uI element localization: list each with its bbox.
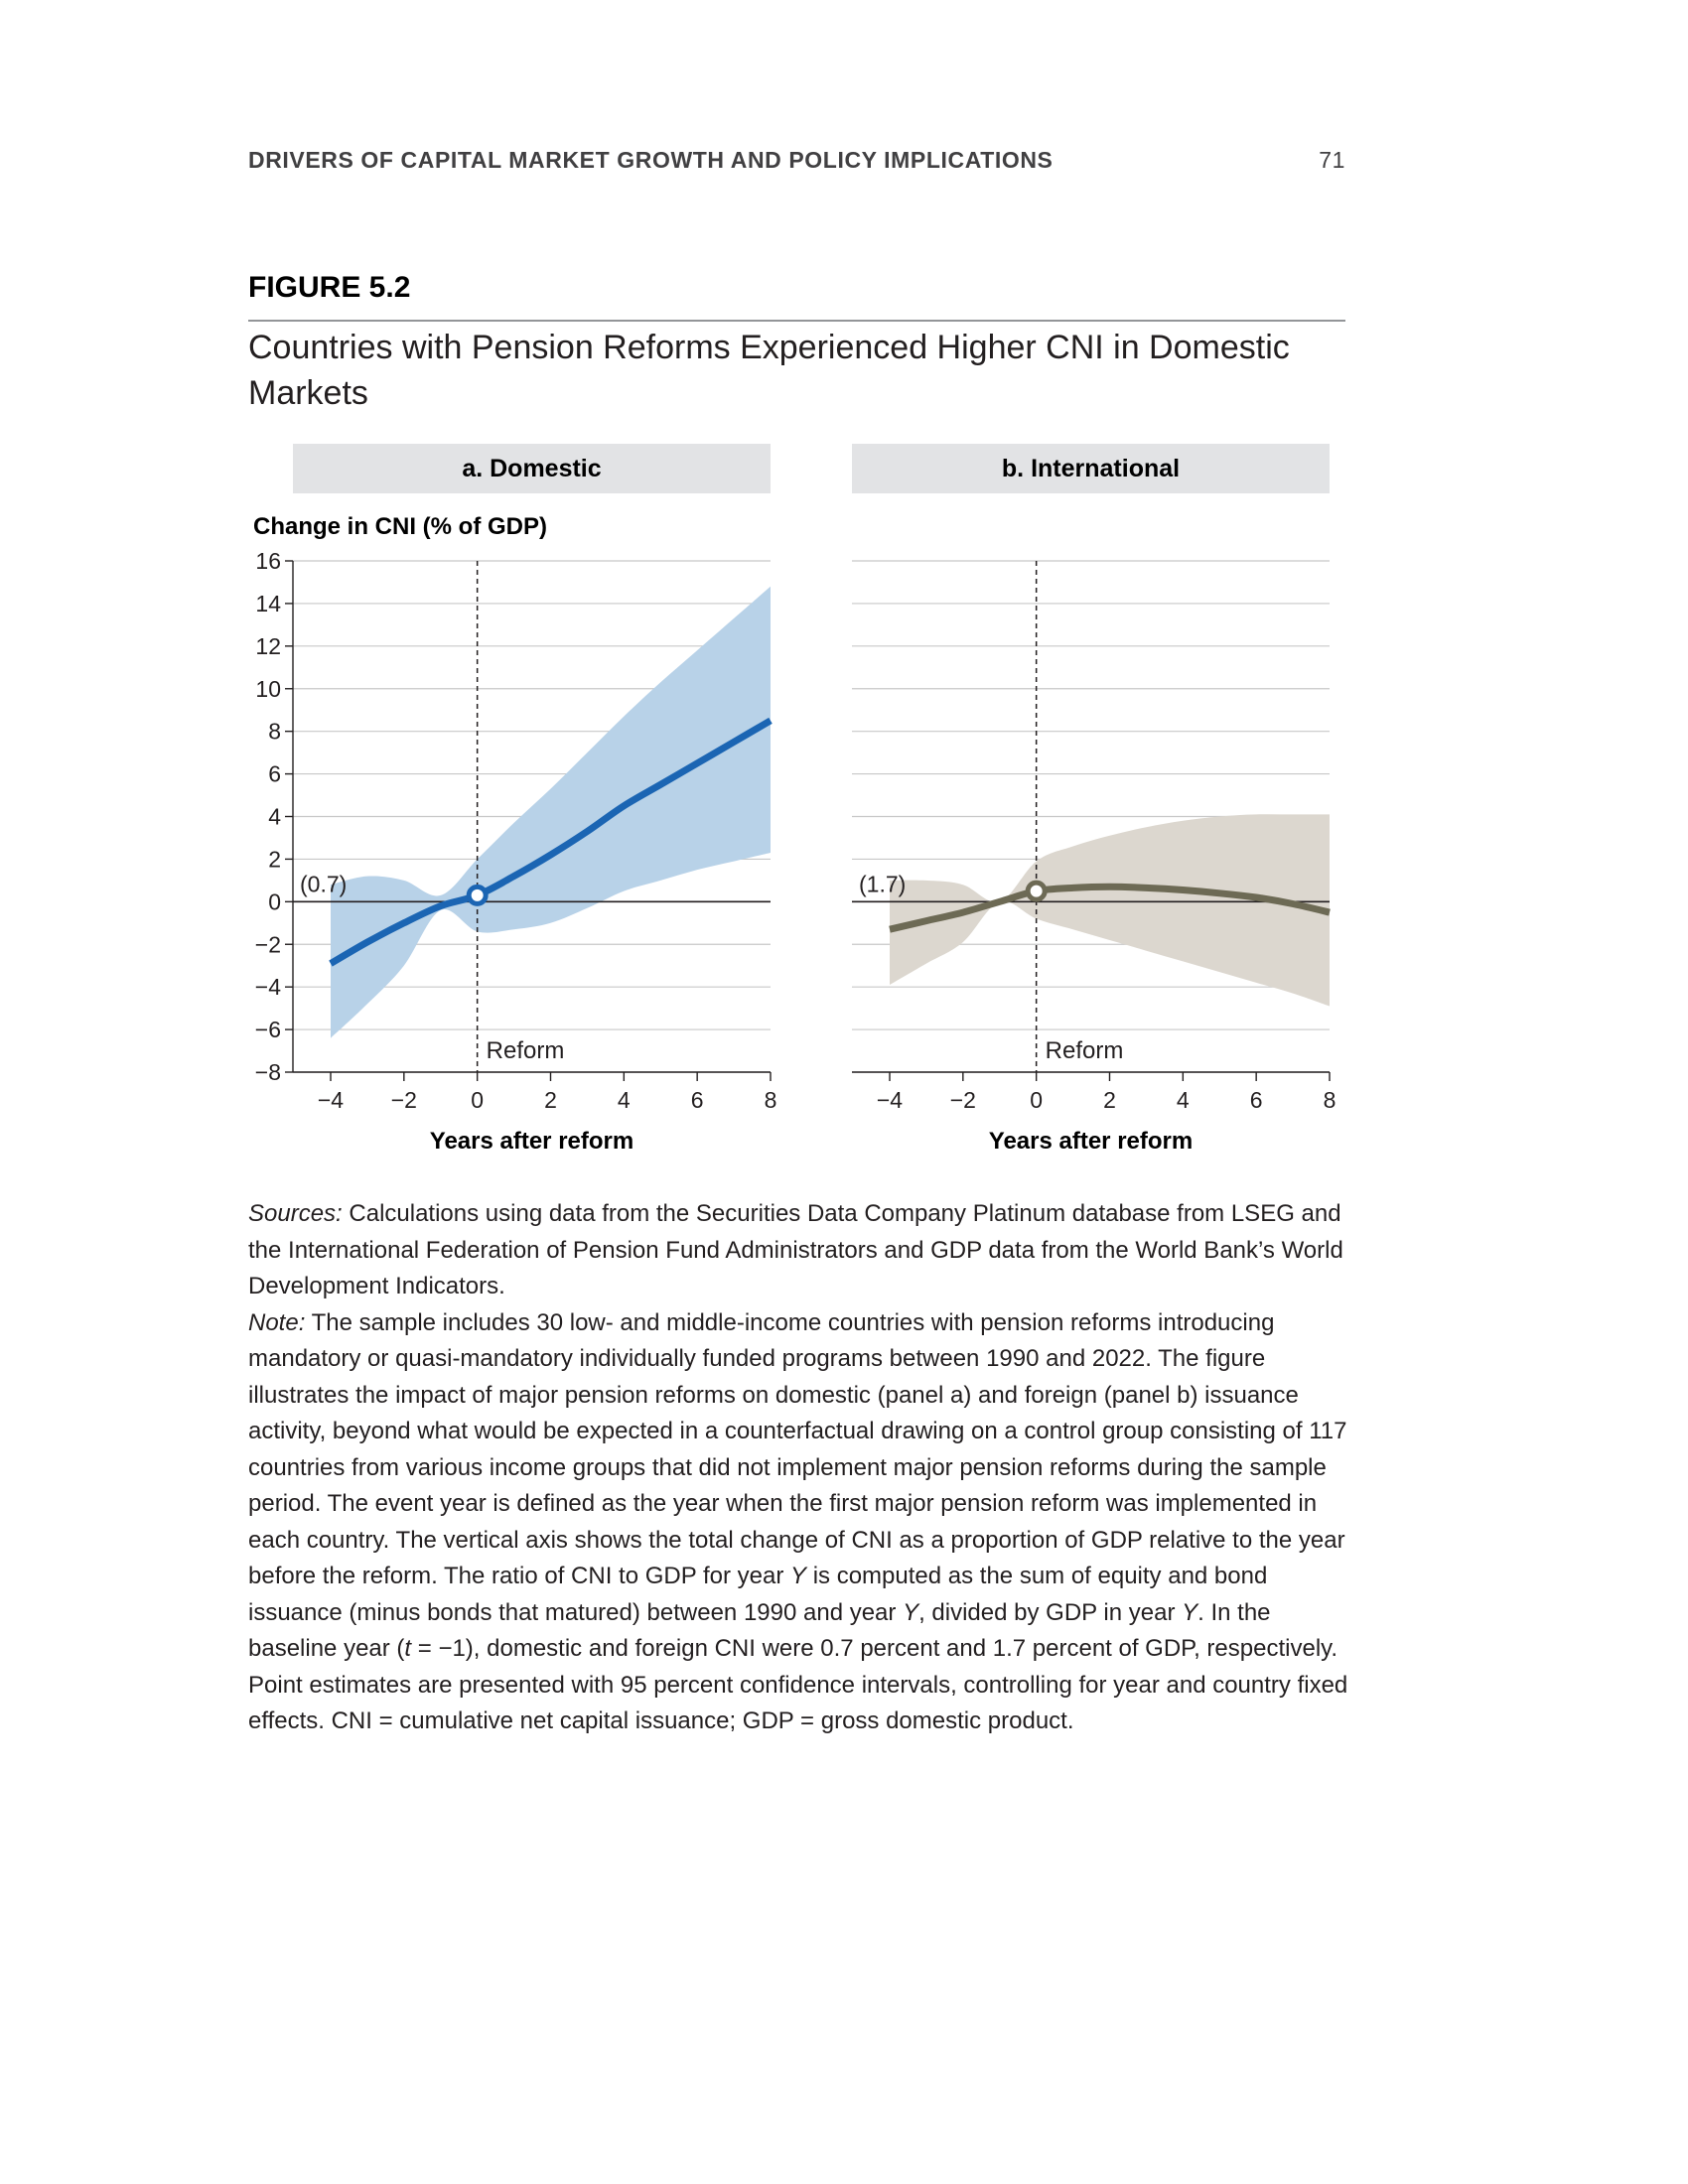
y-tick-label: 6 — [268, 761, 281, 787]
international-gridlines — [852, 560, 1330, 1073]
y-tick-label: 0 — [268, 888, 281, 914]
domestic-panel-title: a. Domestic — [462, 455, 601, 482]
international-x-tick-label: −4 — [877, 1087, 903, 1113]
note-label: Note: — [248, 1308, 306, 1336]
y-tick-label: 4 — [268, 804, 281, 830]
domestic-baseline-annotation: (0.7) — [300, 871, 347, 896]
international-panel: b. International −4 −2 0 2 4 6 8 Years after ref… — [852, 444, 1336, 1155]
domestic-x-tick-label: −4 — [318, 1087, 344, 1113]
sources-label: Sources: — [248, 1200, 343, 1227]
y-tick-label: 16 — [255, 548, 281, 574]
note-text-1: The sample includes 30 low- and middle-i… — [248, 1308, 1347, 1590]
note-paragraph: Note: The sample includes 30 low- and mi… — [248, 1305, 1360, 1740]
y-tick-label: −4 — [255, 974, 281, 1000]
figure-notes: Sources: Calculations using data from th… — [248, 1196, 1360, 1740]
y-tick-label: −8 — [255, 1059, 281, 1085]
domestic-reform-point — [466, 884, 489, 906]
note-text-2: is computed as the sum of equity and bon… — [248, 1563, 1268, 1626]
international-x-tick-label: 4 — [1177, 1087, 1190, 1113]
international-x-tick-label: 2 — [1103, 1087, 1116, 1113]
note-var-t: t — [404, 1635, 412, 1662]
domestic-x-tick-label: 6 — [691, 1087, 704, 1113]
domestic-x-tick-labels: −4 −2 0 2 4 6 8 — [318, 1072, 777, 1113]
figure-title: Countries with Pension Reforms Experienc… — [248, 329, 1290, 412]
domestic-x-tick-label: 8 — [765, 1087, 777, 1113]
domestic-x-tick-label: −2 — [391, 1087, 417, 1113]
international-reform-point — [1025, 880, 1048, 902]
figure-rule — [248, 320, 1345, 322]
international-x-axis-label: Years after reform — [989, 1128, 1193, 1155]
y-tick-label: −2 — [255, 931, 281, 957]
y-tick-labels: 16 14 12 10 8 6 4 2 0 −2 −4 −6 −8 — [255, 548, 293, 1085]
international-x-tick-label: 8 — [1324, 1087, 1336, 1113]
domestic-x-tick-label: 0 — [471, 1087, 484, 1113]
y-tick-label: 2 — [268, 846, 281, 872]
y-tick-label: 14 — [255, 591, 281, 616]
domestic-panel-header — [293, 444, 771, 493]
y-tick-label: 10 — [255, 676, 281, 702]
note-text-4: . In the baseline year ( — [248, 1598, 1271, 1663]
international-panel-header — [852, 444, 1330, 493]
note-var-y-1: Y — [790, 1563, 807, 1589]
international-estimate-line — [889, 883, 1331, 933]
international-x-tick-label: 0 — [1030, 1087, 1043, 1113]
domestic-x-tick-label: 2 — [544, 1087, 557, 1113]
y-tick-label: −6 — [255, 1017, 281, 1042]
domestic-estimate-line — [329, 717, 773, 967]
note-text-5: = −1), domestic and foreign CNI were 0.7… — [248, 1635, 1348, 1734]
domestic-reform-label: Reform — [487, 1037, 565, 1064]
page-number: 71 — [1319, 147, 1345, 173]
domestic-x-axis-label: Years after reform — [430, 1128, 633, 1155]
y-axis-label: Change in CNI (% of GDP) — [253, 513, 547, 540]
y-tick-label: 8 — [268, 719, 281, 745]
international-confidence-band — [890, 814, 1330, 1007]
international-x-tick-label: 6 — [1250, 1087, 1263, 1113]
note-text-3: , divided by GDP in year — [918, 1598, 1183, 1626]
running-head-title: DRIVERS OF CAPITAL MARKET GROWTH AND POL… — [248, 147, 1054, 173]
y-tick-label: 12 — [255, 633, 281, 659]
international-x-tick-label: −2 — [950, 1087, 976, 1113]
international-panel-title: b. International — [1002, 455, 1180, 482]
international-reform-label: Reform — [1046, 1037, 1124, 1064]
domestic-confidence-band — [331, 586, 771, 1038]
sources-paragraph: Sources: Calculations using data from th… — [248, 1196, 1360, 1305]
running-head: DRIVERS OF CAPITAL MARKET GROWTH AND POL… — [248, 147, 1345, 177]
note-var-y-2: Y — [903, 1598, 919, 1626]
sources-text: Calculations using data from the Securit… — [248, 1200, 1343, 1299]
international-baseline-annotation: (1.7) — [859, 871, 906, 896]
domestic-x-tick-label: 4 — [618, 1087, 631, 1113]
note-var-y-3: Y — [1182, 1598, 1198, 1626]
international-x-tick-labels: −4 −2 0 2 4 6 8 — [877, 1072, 1336, 1113]
figure-label: FIGURE 5.2 — [248, 271, 411, 304]
